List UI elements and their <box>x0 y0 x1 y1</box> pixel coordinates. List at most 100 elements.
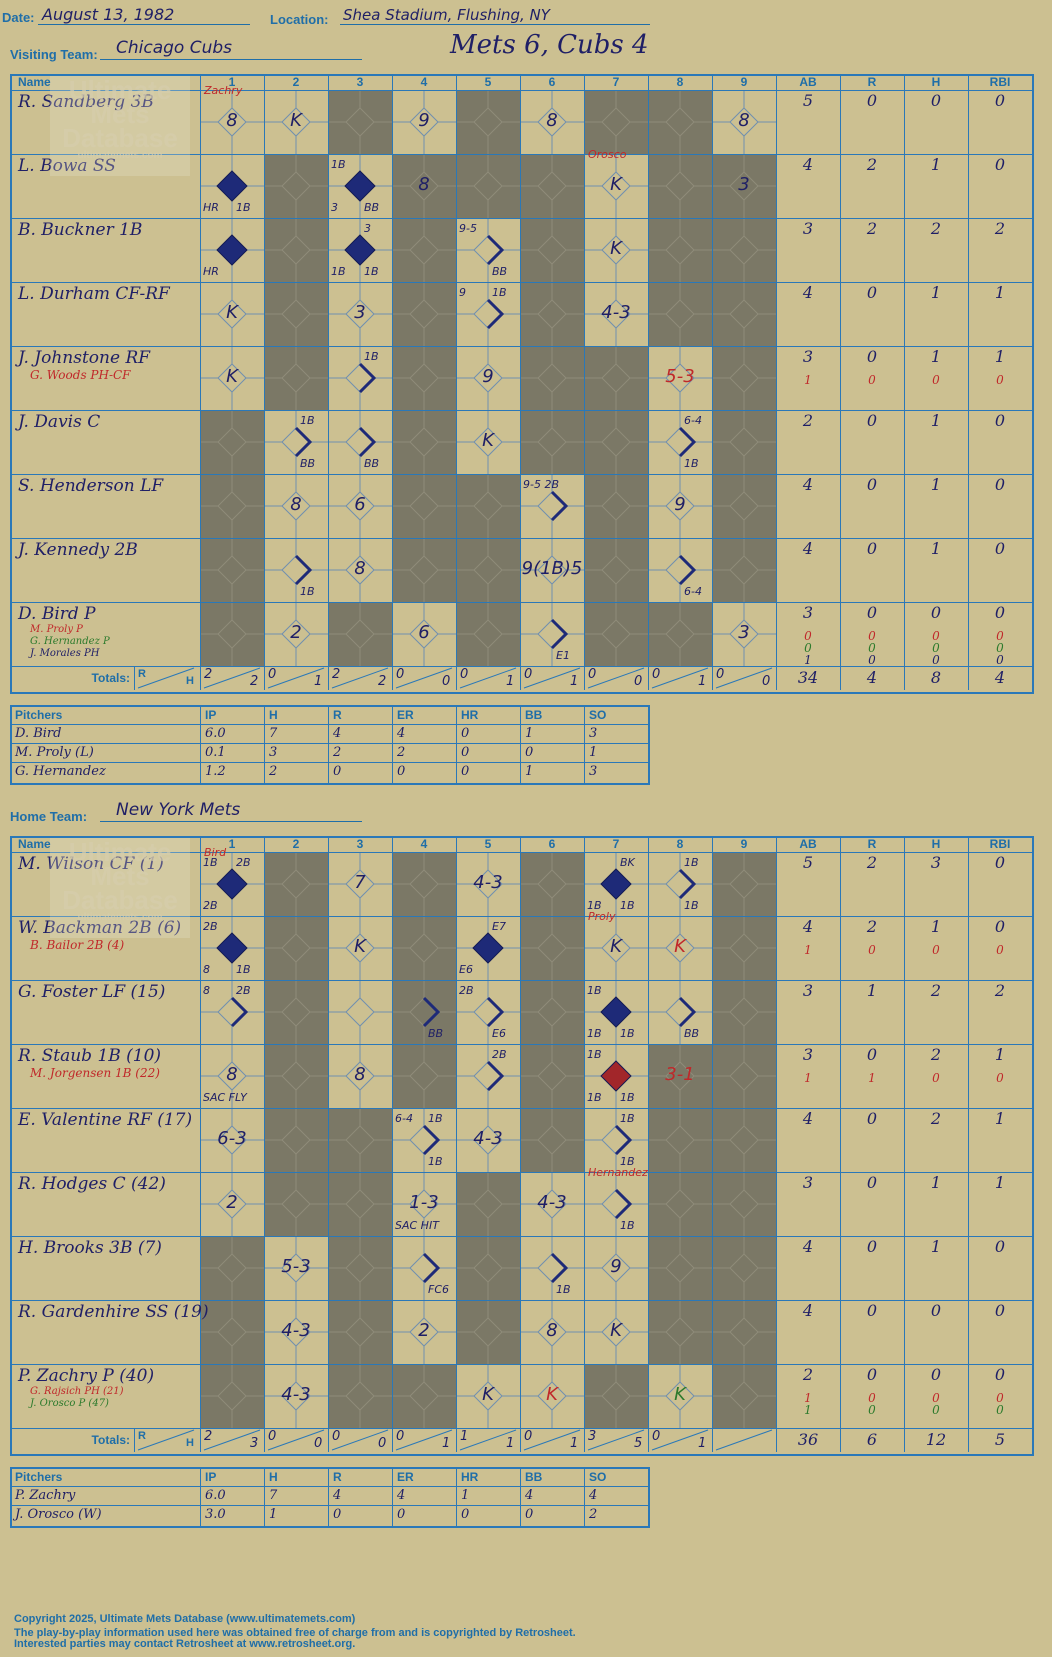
play-result: 9 <box>610 1256 622 1277</box>
base-diamond <box>392 218 456 282</box>
pitchers-header: ER <box>397 1470 414 1484</box>
base-diamond <box>520 282 584 346</box>
stat-value: 2 <box>930 219 942 238</box>
base-diamond <box>456 154 520 218</box>
pitcher-stat: 0 <box>397 764 406 779</box>
sub-stat-value: 0 <box>804 629 812 643</box>
base-diamond <box>456 602 520 666</box>
base-path-mark <box>614 1124 633 1156</box>
sub-stat-value: 0 <box>932 1403 940 1417</box>
base-diamond <box>200 538 264 602</box>
score-title: Mets 6, Cubs 4 <box>450 30 649 60</box>
base-path-mark <box>358 362 377 394</box>
stat-value: 2 <box>994 981 1006 1000</box>
totals-divider <box>134 666 135 690</box>
play-note: 1B <box>684 457 699 470</box>
column-header-inning: 5 <box>484 75 492 89</box>
base-diamond <box>584 1108 648 1172</box>
base-diamond <box>584 1364 648 1428</box>
inning-runs: 0 <box>396 1429 405 1444</box>
pitchers-col-divider <box>456 1467 457 1526</box>
play-result: 3 <box>738 622 750 643</box>
pitching-change-note: Proly <box>588 910 616 923</box>
pitchers-row-divider <box>10 724 648 725</box>
column-divider <box>456 836 457 1452</box>
play-note: 6-4 <box>684 414 702 427</box>
substitute-name: M. Jorgensen 1B (22) <box>30 1066 160 1080</box>
pitcher-stat: 3.0 <box>205 1507 226 1522</box>
play-result: K <box>482 430 494 451</box>
inning-runs: 0 <box>652 1429 661 1444</box>
row-divider <box>10 218 1032 219</box>
sub-stat-value: 0 <box>932 629 940 643</box>
column-header-name: Name <box>18 837 51 851</box>
base-diamond <box>264 1108 328 1172</box>
play-note: 1B <box>620 1027 635 1040</box>
pitchers-header: Pitchers <box>15 708 63 722</box>
base-diamond <box>392 1364 456 1428</box>
base-diamond <box>584 538 648 602</box>
column-header-stat: R <box>867 837 877 851</box>
header-divider <box>10 90 1032 91</box>
pitcher-stat: 4 <box>333 726 342 741</box>
row-divider <box>10 666 1032 667</box>
watermark-line: Database <box>62 123 178 153</box>
player-name: L. Bowa SS <box>18 156 116 176</box>
play-note: 9 <box>459 286 466 299</box>
play-result: K <box>482 1384 494 1405</box>
column-divider <box>904 74 905 690</box>
base-diamond <box>200 980 264 1044</box>
inning-hits: 0 <box>762 674 771 689</box>
column-header-inning: 4 <box>420 75 428 89</box>
play-result: 8 <box>738 110 750 131</box>
sub-stat-value: 0 <box>996 373 1004 387</box>
pitcher-stat: 4 <box>589 1488 598 1503</box>
inning-runs: 3 <box>588 1429 597 1444</box>
pitchers-header: R <box>333 708 342 722</box>
inning-hits: 1 <box>570 674 579 689</box>
play-note: 1B <box>331 265 346 278</box>
base-diamond <box>456 1364 520 1428</box>
play-result: 6 <box>418 622 430 643</box>
watermark-line: Mets <box>90 99 150 129</box>
header-divider <box>10 852 1032 853</box>
play-result: 4-3 <box>601 302 631 323</box>
sub-stat-value: 1 <box>804 1391 812 1405</box>
base-diamond <box>520 1044 584 1108</box>
stat-value: 0 <box>866 283 878 302</box>
row-divider <box>10 1108 1032 1109</box>
column-header-inning: 6 <box>548 837 556 851</box>
row-divider <box>10 346 1032 347</box>
base-diamond <box>200 410 264 474</box>
base-diamond <box>264 154 328 218</box>
base-diamond <box>200 1364 264 1428</box>
base-diamond <box>328 1172 392 1236</box>
play-result: 7 <box>354 872 366 893</box>
base-diamond <box>584 602 648 666</box>
inning-runs: 2 <box>204 667 213 682</box>
stat-value: 0 <box>994 853 1006 872</box>
column-header-stat: AB <box>799 75 817 89</box>
play-result: 9 <box>674 494 686 515</box>
stat-value: 1 <box>930 155 942 174</box>
stat-value: 2 <box>802 411 814 430</box>
pitcher-name: J. Orosco (W) <box>15 1507 102 1522</box>
play-note: 1B <box>587 1027 602 1040</box>
column-divider <box>968 74 969 690</box>
pitcher-stat: 0 <box>397 1507 406 1522</box>
base-diamond <box>584 1236 648 1300</box>
base-diamond <box>456 1108 520 1172</box>
column-header-inning: 8 <box>676 837 684 851</box>
stat-value: 1 <box>994 1109 1006 1128</box>
play-result: 2 <box>418 1320 430 1341</box>
play-result: 9(1B)5 <box>521 558 583 579</box>
stat-value: 0 <box>866 1173 878 1192</box>
base-diamond <box>264 602 328 666</box>
play-note: 2B <box>203 899 218 912</box>
play-result: K <box>610 174 622 195</box>
total-stat: 4 <box>994 668 1006 687</box>
base-diamond <box>264 282 328 346</box>
play-result: 9 <box>418 110 430 131</box>
pitchers-header: SO <box>589 708 607 722</box>
base-diamond <box>328 538 392 602</box>
